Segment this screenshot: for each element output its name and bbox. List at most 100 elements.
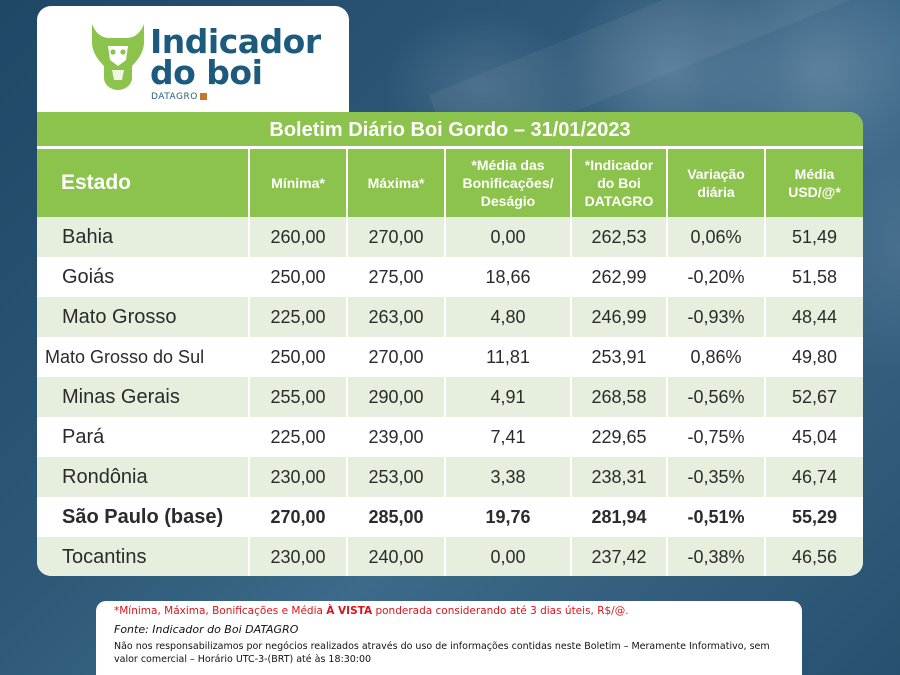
cell-indicator: 281,94	[571, 497, 668, 537]
cell-variation: -0,38%	[667, 537, 766, 576]
cell-indicator: 229,65	[571, 417, 668, 457]
header-variation: Variação diária	[667, 149, 766, 217]
header-indicator-line: DATAGRO	[584, 193, 654, 209]
cell-variation: -0,93%	[667, 297, 766, 337]
table-row: Bahia 260,00 270,00 0,00 262,53 0,06% 51…	[37, 217, 863, 257]
table-header-row: Estado Mínima* Máxima* *Média das Bonifi…	[37, 149, 863, 217]
header-max: Máxima*	[347, 149, 446, 217]
cell-indicator: 253,91	[571, 337, 668, 377]
header-variation-line: Variação	[687, 166, 745, 182]
cell-min: 225,00	[249, 417, 348, 457]
logo-title-line2: do boi	[150, 53, 263, 92]
cell-indicator: 262,53	[571, 217, 668, 257]
cell-min: 270,00	[249, 497, 348, 537]
header-bonus-line: Bonificações/	[462, 175, 554, 191]
cell-indicator: 246,99	[571, 297, 668, 337]
footnote-terms-prefix: *Mínima, Máxima, Bonificações e Média	[114, 605, 327, 617]
logo-title: Indicador do boi	[150, 22, 321, 92]
cell-bonus: 18,66	[445, 257, 572, 297]
cell-variation: -0,51%	[667, 497, 766, 537]
cell-bonus: 11,81	[445, 337, 572, 377]
cell-state: Bahia	[37, 217, 250, 257]
table-row: Rondônia 230,00 253,00 3,38 238,31 -0,35…	[37, 457, 863, 497]
cell-min: 255,00	[249, 377, 348, 417]
cell-usd: 51,49	[765, 217, 863, 257]
cell-state: Rondônia	[37, 457, 250, 497]
cell-state: Pará	[37, 417, 250, 457]
cell-state: Minas Gerais	[37, 377, 250, 417]
cell-bonus: 0,00	[445, 537, 572, 576]
cell-max: 263,00	[347, 297, 446, 337]
cell-variation: -0,20%	[667, 257, 766, 297]
table-row: Pará 225,00 239,00 7,41 229,65 -0,75% 45…	[37, 417, 863, 457]
cell-variation: 0,06%	[667, 217, 766, 257]
header-bonus-line: Deságio	[480, 193, 536, 209]
table-row: Goiás 250,00 275,00 18,66 262,99 -0,20% …	[37, 257, 863, 297]
cell-state: Goiás	[37, 257, 250, 297]
cell-usd: 52,67	[765, 377, 863, 417]
cell-bonus: 3,38	[445, 457, 572, 497]
cell-min: 250,00	[249, 337, 348, 377]
table-row: Mato Grosso do Sul 250,00 270,00 11,81 2…	[37, 337, 863, 377]
cell-min: 260,00	[249, 217, 348, 257]
logo-subtitle-text: DATAGRO	[151, 92, 198, 102]
header-usd: Média USD/@*	[765, 149, 863, 217]
header-usd-line: Média	[794, 166, 835, 182]
cell-max: 290,00	[347, 377, 446, 417]
footnote-terms-bold: À VISTA	[326, 605, 373, 617]
cube-icon	[199, 93, 207, 100]
cell-state: Mato Grosso do Sul	[37, 337, 250, 377]
cell-state: Mato Grosso	[37, 297, 250, 337]
header-indicator-line: *Indicador	[584, 157, 654, 173]
cell-max: 239,00	[347, 417, 446, 457]
header-bonus: *Média das Bonificações/ Deságio	[445, 149, 572, 217]
header-bonus-line: *Média das	[471, 157, 545, 173]
cell-variation: -0,75%	[667, 417, 766, 457]
cell-min: 225,00	[249, 297, 348, 337]
cell-state: São Paulo (base)	[37, 497, 250, 537]
footnote-terms-suffix: ponderada considerando até 3 dias úteis,…	[372, 605, 629, 617]
cell-usd: 46,74	[765, 457, 863, 497]
cell-usd: 46,56	[765, 537, 863, 576]
logo-title-line1: Indicador	[150, 22, 321, 61]
header-usd-line: USD/@*	[788, 184, 841, 200]
cell-indicator: 238,31	[571, 457, 668, 497]
cell-max: 240,00	[347, 537, 446, 576]
cell-min: 230,00	[249, 457, 348, 497]
header-variation-line: diária	[697, 184, 735, 200]
cell-usd: 51,58	[765, 257, 863, 297]
cell-indicator: 262,99	[571, 257, 668, 297]
bulletin-title: Boletim Diário Boi Gordo – 31/01/2023	[37, 112, 863, 148]
cell-indicator: 237,42	[571, 537, 668, 576]
cell-variation: -0,35%	[667, 457, 766, 497]
footnote-card: *Mínima, Máxima, Bonificações e Média À …	[96, 601, 802, 675]
cell-max: 285,00	[347, 497, 446, 537]
table-row: Minas Gerais 255,00 290,00 4,91 268,58 -…	[37, 377, 863, 417]
cell-usd: 45,04	[765, 417, 863, 457]
header-indicator: *Indicador do Boi DATAGRO	[571, 149, 668, 217]
table-row-base: São Paulo (base) 270,00 285,00 19,76 281…	[37, 497, 863, 537]
header-indicator-line: do Boi	[597, 175, 641, 191]
cell-max: 275,00	[347, 257, 446, 297]
cell-max: 270,00	[347, 337, 446, 377]
header-state: Estado	[37, 149, 250, 217]
header-min: Mínima*	[249, 149, 348, 217]
footnote-source: Fonte: Indicador do Boi DATAGRO	[114, 623, 299, 636]
bulletin-panel: Boletim Diário Boi Gordo – 31/01/2023 Es…	[37, 112, 863, 576]
cell-min: 250,00	[249, 257, 348, 297]
cell-bonus: 0,00	[445, 217, 572, 257]
cell-variation: 0,86%	[667, 337, 766, 377]
footnote-terms: *Mínima, Máxima, Bonificações e Média À …	[114, 604, 784, 619]
logo-card: Indicador do boi DATAGRO	[37, 6, 349, 118]
cell-bonus: 4,80	[445, 297, 572, 337]
logo-subtitle: DATAGRO	[151, 92, 207, 102]
cell-indicator: 268,58	[571, 377, 668, 417]
cell-bonus: 19,76	[445, 497, 572, 537]
cell-min: 230,00	[249, 537, 348, 576]
cell-usd: 49,80	[765, 337, 863, 377]
cell-state: Tocantins	[37, 537, 250, 576]
cell-bonus: 4,91	[445, 377, 572, 417]
cell-max: 270,00	[347, 217, 446, 257]
table-row: Tocantins 230,00 240,00 0,00 237,42 -0,3…	[37, 537, 863, 576]
price-table: Estado Mínima* Máxima* *Média das Bonifi…	[37, 149, 863, 576]
